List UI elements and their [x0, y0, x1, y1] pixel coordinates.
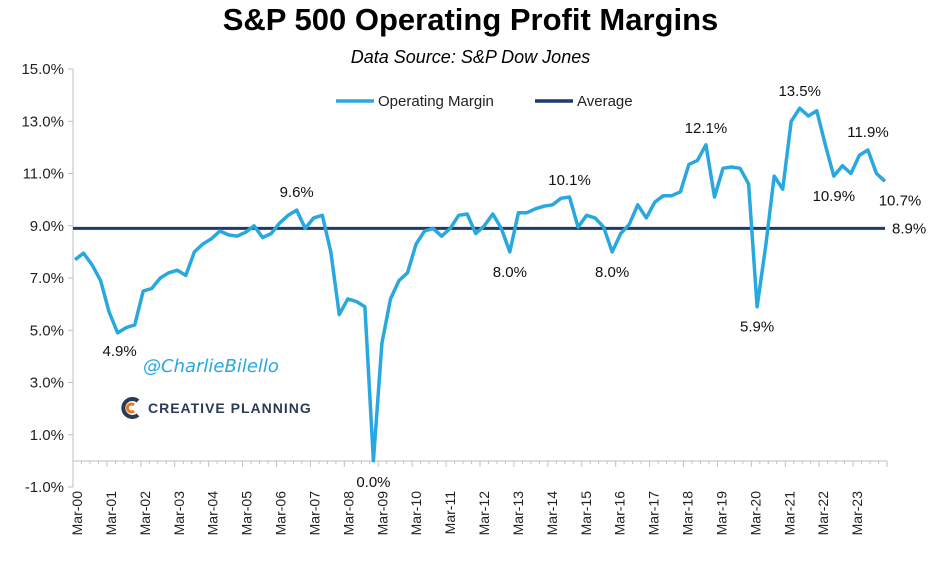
x-tick-label: Mar-04 [205, 491, 221, 536]
data-label: 8.0% [595, 264, 629, 281]
x-tick-label: Mar-11 [442, 491, 458, 535]
data-labels: 4.9% 9.6% 0.0% 8.0% 10.1% 8.0% 12.1% 5.9% 13.5% 1… [103, 83, 927, 491]
x-tick-label: Mar-22 [815, 491, 831, 536]
x-tick-label: Mar-08 [340, 491, 356, 536]
data-label: 11.9% [847, 124, 888, 141]
y-tick-label: 9.0% [30, 218, 64, 235]
x-tick-label: Mar-16 [612, 491, 628, 536]
x-tick-label: Mar-21 [781, 491, 797, 536]
x-tick-label: Mar-01 [103, 491, 119, 536]
data-label: 8.0% [493, 264, 527, 281]
y-tick-label: 7.0% [30, 270, 64, 287]
data-label: 12.1% [685, 120, 728, 137]
x-tick-label: Mar-10 [408, 491, 424, 536]
data-label: 4.9% [103, 343, 137, 360]
data-label: 10.9% [813, 188, 856, 205]
author-handle: @CharlieBilello [143, 356, 279, 377]
y-tick-label: -1.0% [25, 479, 64, 496]
x-tick-label: Mar-20 [747, 491, 763, 536]
x-tick-label: Mar-07 [306, 491, 322, 536]
chart-title: S&P 500 Operating Profit Margins [222, 2, 719, 37]
x-tick-label: Mar-17 [646, 491, 662, 536]
x-tick-label: Mar-12 [476, 491, 492, 536]
c-logo-icon [121, 397, 140, 419]
x-tick-label: Mar-19 [713, 491, 729, 536]
y-axis: 15.0% 13.0% 11.0% 9.0% 7.0% 5.0% 3.0% 1.0% -1.0% [21, 61, 74, 496]
brand-name: CREATIVE PLANNING [148, 400, 312, 416]
y-tick-label: 15.0% [21, 61, 64, 78]
x-tick-label: Mar-23 [849, 491, 865, 536]
data-label: 10.1% [548, 172, 591, 189]
x-tick-label: Mar-14 [544, 491, 560, 536]
operating-margin-line [73, 106, 887, 463]
x-tick-label: Mar-06 [273, 491, 289, 536]
x-tick-label: Mar-13 [510, 491, 526, 536]
y-tick-label: 5.0% [30, 322, 64, 339]
average-value-label: 8.9% [892, 220, 926, 237]
data-label: 10.7% [879, 192, 922, 209]
x-tick-label: Mar-09 [374, 491, 390, 536]
brand-logo: CREATIVE PLANNING [118, 394, 328, 424]
legend-label-operating-margin: Operating Margin [378, 93, 494, 110]
data-label: 0.0% [356, 474, 390, 491]
legend-label-average: Average [577, 93, 633, 110]
x-tick-label: Mar-05 [239, 491, 255, 536]
chart-subtitle: Data Source: S&P Dow Jones [350, 47, 591, 67]
x-tick-label: Mar-03 [171, 491, 187, 536]
x-axis: Mar-00 Mar-01 Mar-02 Mar-03 Mar-04 Mar-05 Mar-… [69, 460, 888, 536]
legend: Operating Margin Average [336, 93, 633, 110]
x-tick-label: Mar-02 [137, 491, 153, 536]
x-tick-label: Mar-18 [680, 491, 696, 536]
y-tick-label: 1.0% [30, 427, 64, 444]
data-label: 13.5% [778, 83, 821, 100]
data-label: 9.6% [280, 184, 314, 201]
x-tick-label: Mar-00 [69, 491, 85, 536]
data-label: 5.9% [740, 319, 774, 336]
y-tick-label: 11.0% [23, 166, 64, 183]
y-tick-label: 3.0% [30, 375, 64, 392]
y-tick-label: 13.0% [21, 113, 64, 130]
x-tick-label: Mar-15 [578, 491, 594, 536]
series-group [73, 106, 887, 463]
